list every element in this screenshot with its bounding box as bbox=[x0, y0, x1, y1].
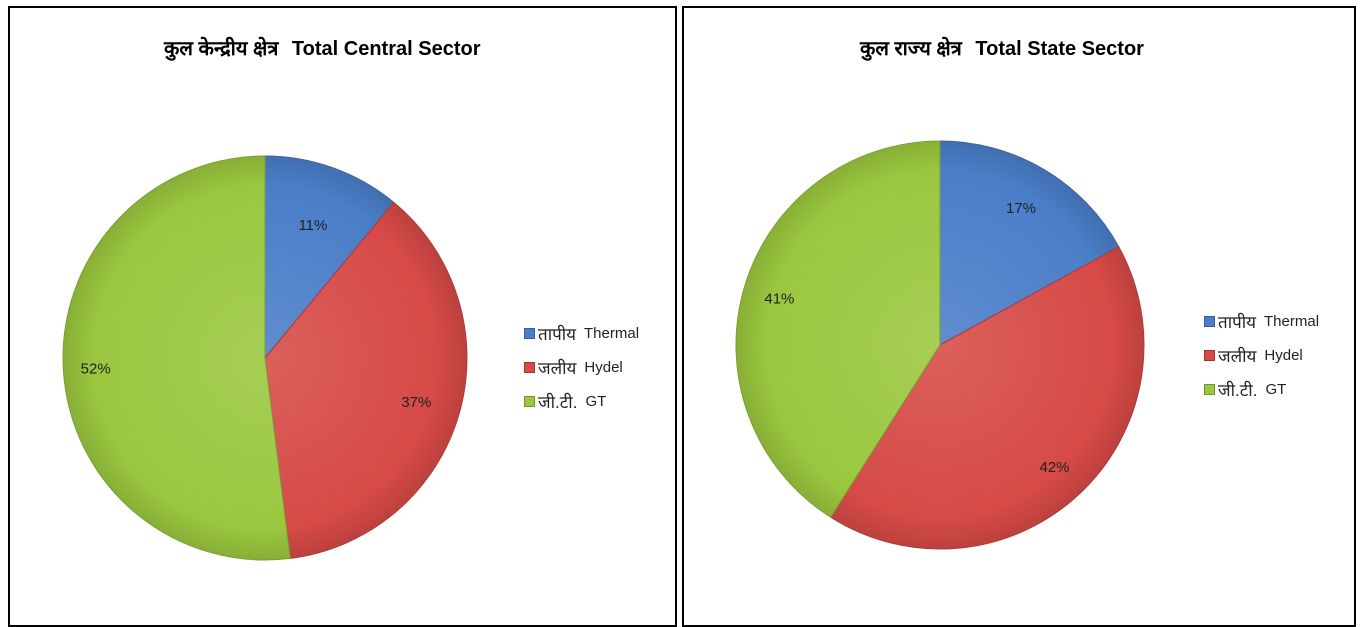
legend-item-hydel: जलीय Hydel bbox=[1204, 338, 1319, 372]
legend-swatch-thermal bbox=[1204, 315, 1215, 327]
chart-title: कुल केन्द्रीय क्षेत्र Total Central Sect… bbox=[164, 34, 480, 61]
legend-item-gt: जी.टी. GT bbox=[1204, 372, 1319, 406]
legend-label-hindi: जलीय bbox=[538, 358, 577, 378]
pie-chart-central: 11% 37% 52% bbox=[62, 155, 468, 561]
pie-slice-hydel bbox=[264, 201, 468, 559]
legend-item-thermal: तापीय Thermal bbox=[1204, 304, 1319, 338]
legend-swatch-gt bbox=[1204, 383, 1215, 395]
chart-title-hindi: कुल राज्य क्षेत्र bbox=[860, 38, 962, 60]
chart-title-english: Total State Sector bbox=[975, 38, 1144, 60]
legend-label-english: GT bbox=[1265, 380, 1287, 398]
slice-label-hydel: 42% bbox=[1039, 459, 1069, 476]
pie-chart-state: 17% 42% 41% bbox=[735, 140, 1145, 550]
chart-legend: तापीय Thermal जलीय Hydel जी.टी. GT bbox=[524, 316, 639, 418]
chart-panel-state: कुल राज्य क्षेत्र Total State Sector 17%… bbox=[682, 6, 1356, 627]
chart-title-english: Total Central Sector bbox=[291, 38, 481, 60]
legend-label-english: Hydel bbox=[1264, 346, 1303, 364]
legend-label-english: GT bbox=[585, 392, 607, 410]
legend-swatch-hydel bbox=[1204, 349, 1215, 361]
pie-slice-thermal bbox=[939, 140, 1120, 346]
legend-label-hindi: जी.टी. bbox=[538, 392, 578, 412]
legend-item-gt: जी.टी. GT bbox=[524, 384, 639, 418]
legend-swatch-hydel bbox=[524, 361, 535, 373]
legend-label-hindi: तापीय bbox=[538, 324, 577, 344]
pie-slice-gt bbox=[735, 140, 941, 518]
chart-title: कुल राज्य क्षेत्र Total State Sector bbox=[860, 34, 1144, 61]
pie-slice-hydel bbox=[829, 246, 1145, 550]
legend-swatch-thermal bbox=[524, 327, 535, 339]
slice-label-hydel: 37% bbox=[401, 394, 431, 411]
chart-title-hindi: कुल केन्द्रीय क्षेत्र bbox=[164, 38, 279, 60]
legend-label-english: Thermal bbox=[1264, 312, 1320, 330]
legend-item-hydel: जलीय Hydel bbox=[524, 350, 639, 384]
chart-panel-central: कुल केन्द्रीय क्षेत्र Total Central Sect… bbox=[8, 6, 677, 627]
legend-label-hindi: तापीय bbox=[1218, 312, 1257, 332]
legend-item-thermal: तापीय Thermal bbox=[524, 316, 639, 350]
slice-label-thermal: 17% bbox=[1006, 200, 1036, 217]
chart-legend: तापीय Thermal जलीय Hydel जी.टी. GT bbox=[1204, 304, 1319, 406]
legend-label-english: Hydel bbox=[584, 358, 623, 376]
legend-label-english: Thermal bbox=[584, 324, 640, 342]
slice-label-gt: 52% bbox=[81, 361, 111, 378]
pie-slice-gt bbox=[62, 155, 291, 561]
slice-label-gt: 41% bbox=[764, 290, 794, 307]
legend-label-hindi: जी.टी. bbox=[1218, 380, 1258, 400]
slice-label-thermal: 11% bbox=[298, 217, 327, 234]
pie-slice-thermal bbox=[264, 155, 395, 360]
legend-label-hindi: जलीय bbox=[1218, 346, 1257, 366]
legend-swatch-gt bbox=[524, 395, 535, 407]
